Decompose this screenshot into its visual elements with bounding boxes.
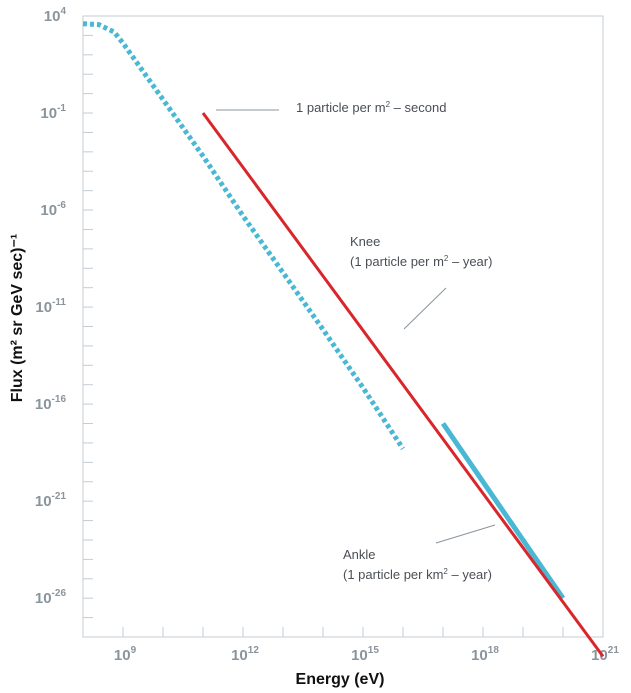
x-tick-exponent: 15 [368, 645, 380, 656]
series-layer [82, 21, 605, 658]
x-tick-label: 1021 [591, 645, 619, 664]
y-tick-base: 10 [40, 105, 57, 122]
y-tick-exponent: -1 [57, 103, 66, 114]
annotation-ankle-main: (1 particle per km [343, 567, 443, 582]
annotation-knee: (1 particle per m2 – year) [350, 254, 492, 269]
annotation-ankle-sup: 2 [443, 567, 448, 576]
x-axis-title: Energy (eV) [296, 671, 385, 688]
y-tick-label: 104 [44, 6, 67, 25]
annotation-second-sup: 2 [386, 100, 391, 109]
y-tick-exponent: -6 [57, 200, 66, 211]
annotation-knee-main: (1 particle per m [350, 254, 444, 269]
annotation-leader-2 [403, 287, 447, 330]
y-tick-exponent: -11 [52, 297, 66, 308]
x-tick-label: 1012 [231, 645, 259, 664]
series-line-2 [440, 422, 566, 600]
x-tick-exponent: 21 [608, 645, 620, 656]
y-tick-exponent: -21 [52, 491, 67, 502]
x-tick-base: 10 [471, 647, 488, 664]
annotation-knee-sup: 2 [444, 254, 449, 263]
annotation-ankle-tail: – year) [448, 567, 492, 582]
y-tick-label: 10-6 [40, 200, 66, 219]
minor-ticks [82, 15, 604, 638]
y-tick-base: 10 [35, 396, 52, 413]
x-tick-exponent: 9 [131, 645, 137, 656]
y-axis-title: Flux (m² sr GeV sec)⁻¹ [9, 234, 26, 403]
y-tick-base: 10 [35, 590, 52, 607]
x-tick-exponent: 12 [248, 645, 260, 656]
annotation-knee-title: Knee [350, 234, 380, 249]
x-tick-label: 109 [114, 645, 137, 664]
annotation-leader-3 [435, 524, 496, 544]
x-tick-label: 1018 [471, 645, 499, 664]
y-tick-exponent: -16 [52, 394, 67, 405]
annotation-ankle: (1 particle per km2 – year) [343, 567, 492, 582]
annotation-second-tail: – second [390, 100, 446, 115]
annotation-knee-tail: – year) [448, 254, 492, 269]
y-tick-exponent: -26 [52, 588, 67, 599]
y-tick-base: 10 [35, 493, 52, 510]
y-tick-label: 10-11 [35, 297, 66, 316]
x-tick-exponent: 18 [488, 645, 500, 656]
annotation-ankle-title: Ankle [343, 547, 376, 562]
annotation-second: 1 particle per m2 – second [296, 100, 446, 115]
x-tick-label: 1015 [351, 645, 379, 664]
annotation-second-main: 1 particle per m [296, 100, 386, 115]
series-line-1 [82, 21, 406, 451]
x-tick-base: 10 [351, 647, 368, 664]
y-tick-exponent: 4 [60, 6, 66, 17]
y-tick-label: 10-1 [40, 103, 66, 122]
series-line-3 [201, 112, 605, 658]
y-tick-base: 10 [44, 8, 61, 25]
x-tick-base: 10 [114, 647, 131, 664]
x-tick-labels: 109 1012 1015 1018 1021 [114, 645, 619, 664]
x-tick-base: 10 [591, 647, 608, 664]
y-tick-label: 10-26 [35, 588, 67, 607]
y-tick-base: 10 [40, 202, 57, 219]
y-tick-label: 10-16 [35, 394, 67, 413]
y-tick-label: 10-21 [35, 491, 67, 510]
x-tick-base: 10 [231, 647, 248, 664]
y-tick-base: 10 [35, 299, 52, 316]
